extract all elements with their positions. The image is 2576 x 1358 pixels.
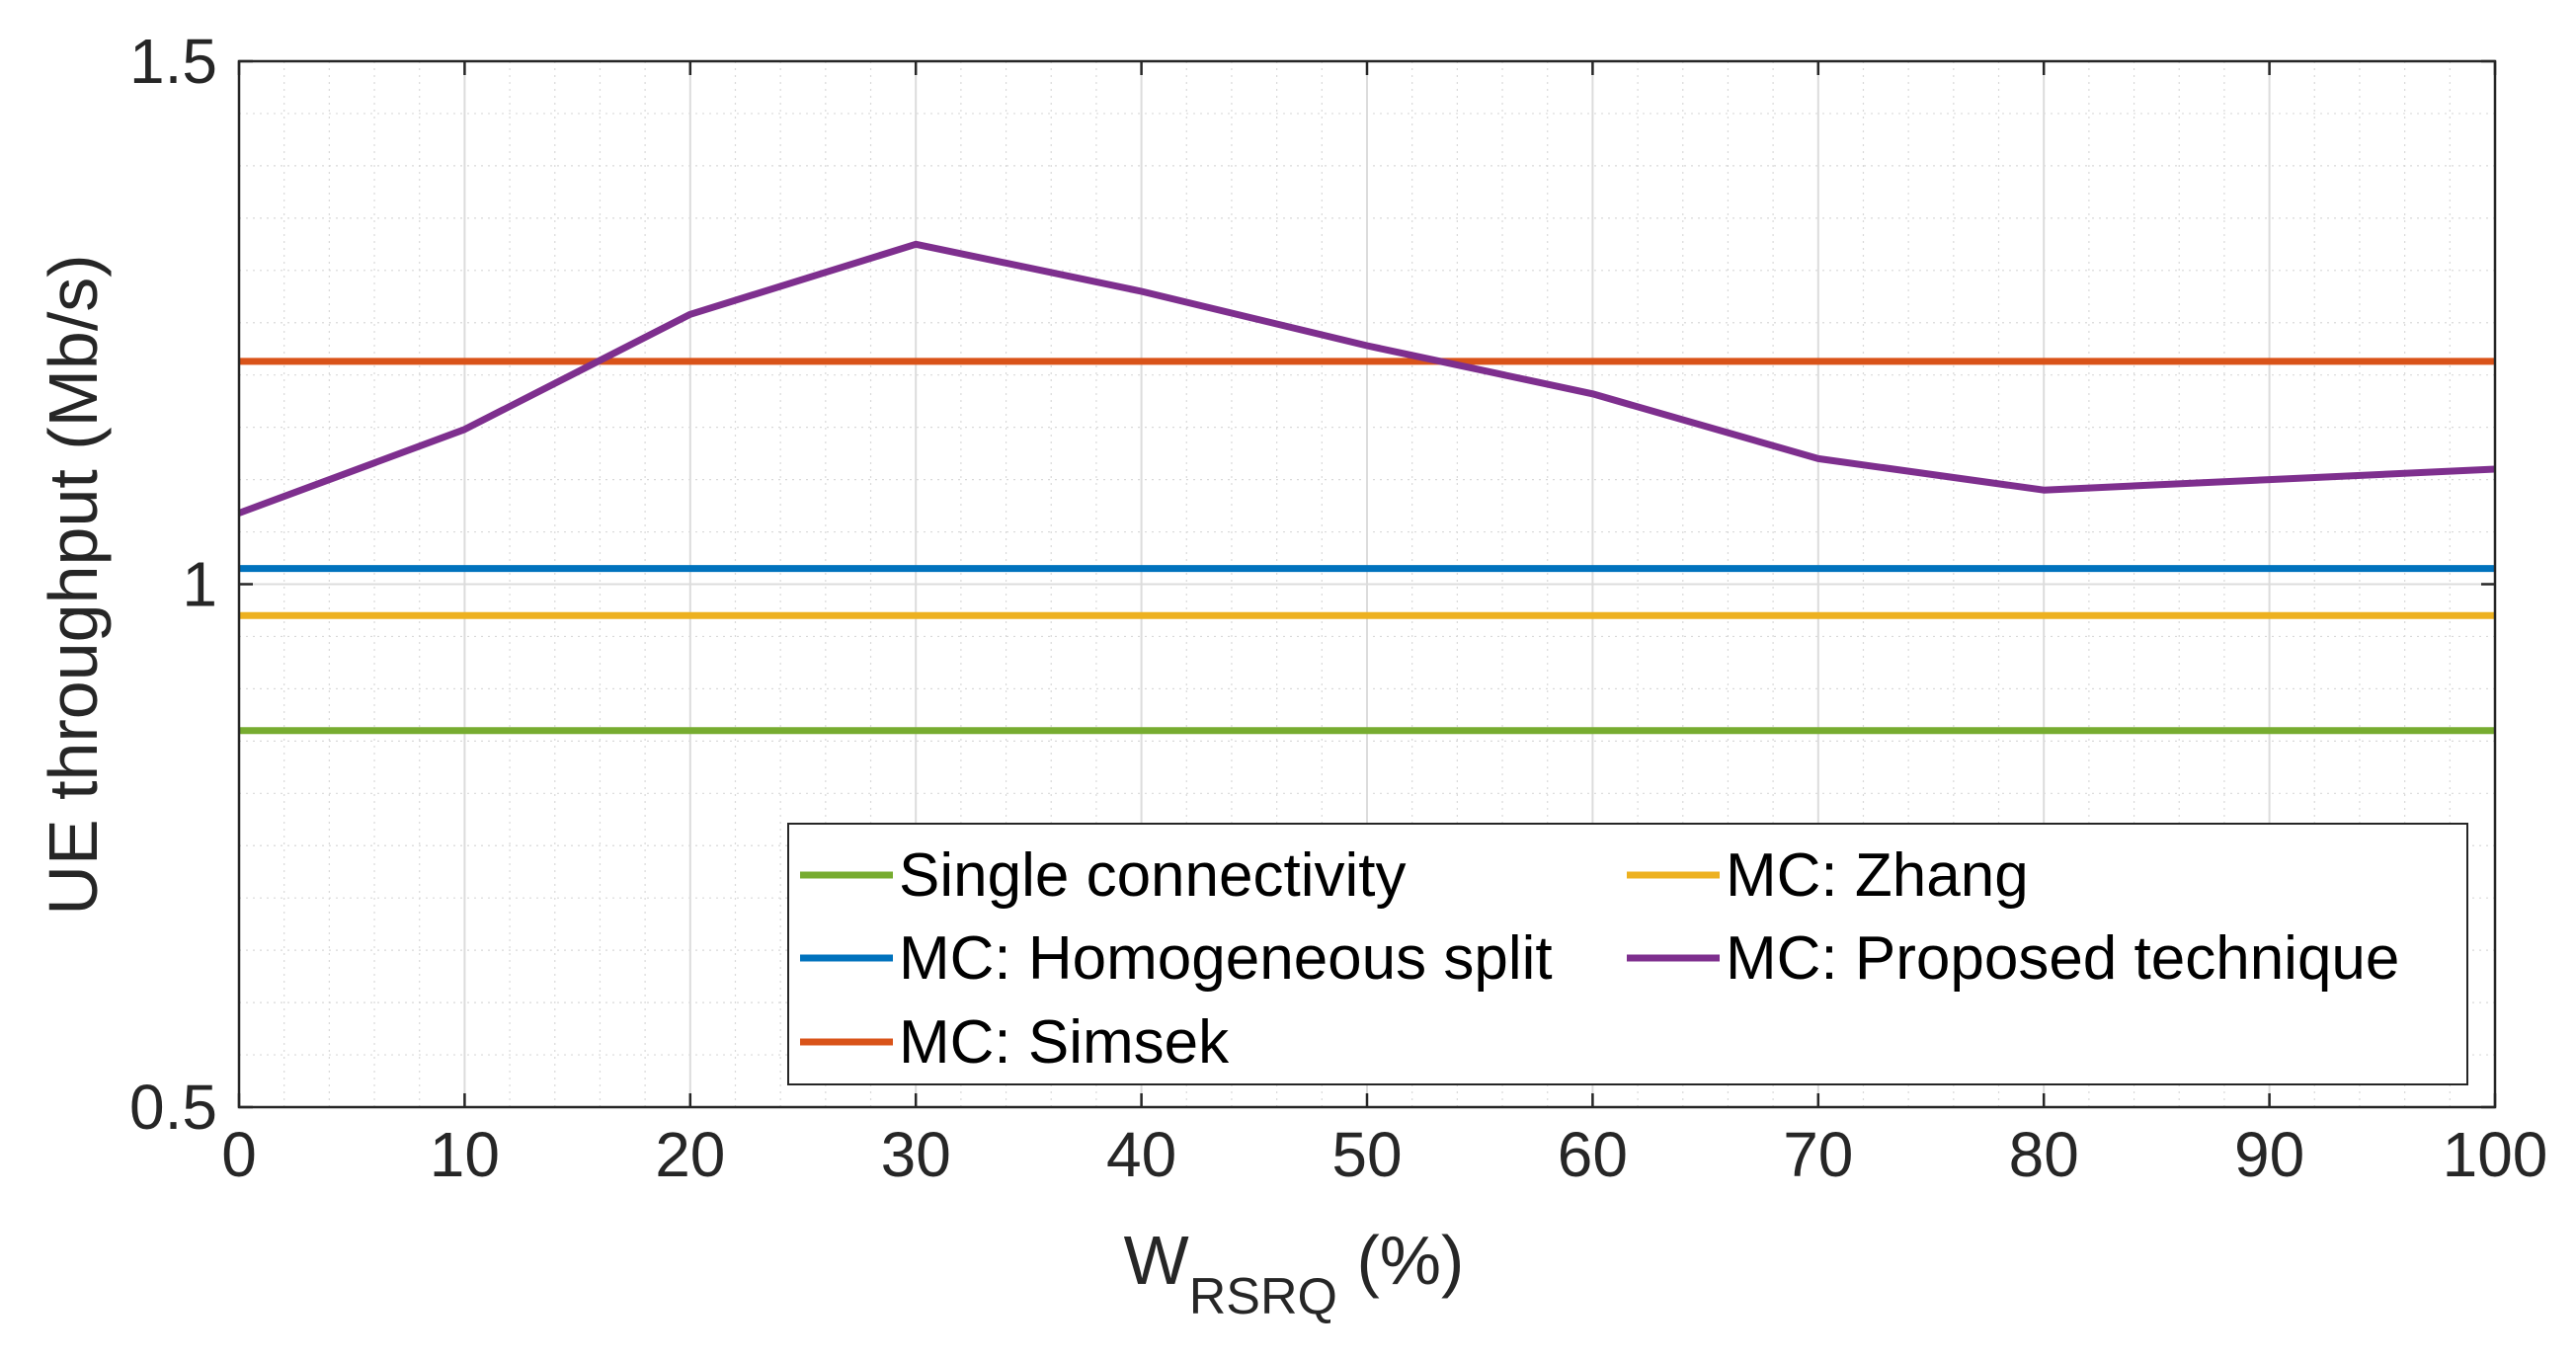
legend-label-mc-zhang: MC: Zhang [1726, 841, 2029, 910]
legend-box [787, 823, 2468, 1085]
y-axis-label: UE throughput (Mb/s) [35, 254, 112, 915]
x-tick-label: 90 [2234, 1119, 2304, 1190]
legend-label-mc-simsek: MC: Simsek [899, 1008, 1230, 1077]
y-tick-label: 1.5 [129, 26, 217, 97]
x-axis-label-suffix: (%) [1337, 1222, 1464, 1299]
x-axis-label: WRSRQ (%) [1124, 1222, 1465, 1325]
legend-label-single-connectivity: Single connectivity [899, 841, 1407, 910]
legend-label-mc-homogeneous-split: MC: Homogeneous split [899, 924, 1553, 993]
major-grid [239, 61, 2495, 1107]
x-axis-label-main: W [1124, 1222, 1189, 1299]
series-line-mc-proposed-technique [237, 240, 2496, 517]
legend-label-mc-proposed-technique: MC: Proposed technique [1726, 924, 2399, 993]
x-tick-label: 20 [655, 1119, 725, 1190]
x-tick-label: 0 [221, 1119, 257, 1190]
series-layer [237, 240, 2496, 735]
x-tick-label: 70 [1783, 1119, 1853, 1190]
y-tick-label: 1 [182, 549, 217, 620]
x-axis-ticks: 0 10 20 30 40 50 60 70 80 90 100 [221, 61, 2547, 1190]
x-tick-label: 100 [2443, 1119, 2548, 1190]
x-tick-label: 80 [2009, 1119, 2079, 1190]
x-axis-label-subscript: RSRQ [1189, 1268, 1337, 1325]
x-tick-label: 30 [881, 1119, 951, 1190]
x-tick-label: 40 [1106, 1119, 1176, 1190]
x-tick-label: 10 [430, 1119, 500, 1190]
x-tick-label: 50 [1331, 1119, 1402, 1190]
x-tick-label: 60 [1558, 1119, 1628, 1190]
legend: Single connectivity MC: Zhang MC: Homogene… [787, 823, 2468, 1085]
y-axis-ticks: 0.5 1 1.5 [129, 26, 2495, 1143]
y-tick-label: 0.5 [129, 1072, 217, 1143]
